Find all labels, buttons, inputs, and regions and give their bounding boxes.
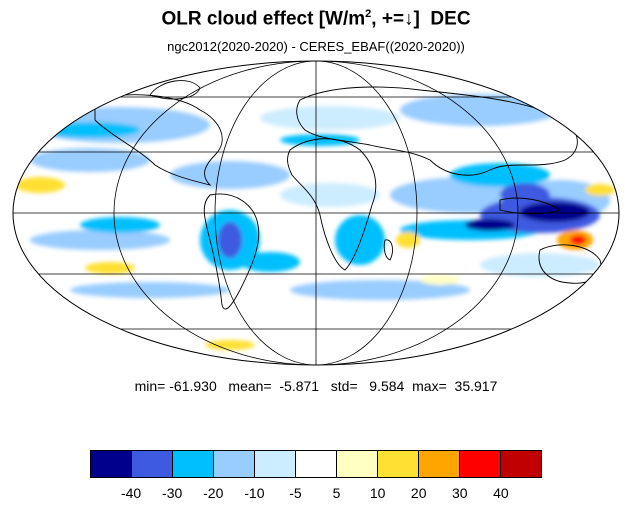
colorbar-box: [255, 451, 296, 477]
plot-title: OLR cloud effect [W/m2, +=↓] DEC: [161, 8, 471, 30]
colorbar-tick-label: 10: [369, 485, 386, 501]
colorbar-box: [214, 451, 255, 477]
colorbar: [90, 450, 542, 478]
colorbar-tick-label: 30: [452, 485, 468, 501]
colorbar-box: [132, 451, 173, 477]
colorbar-tick-label: 5: [332, 485, 341, 501]
colorbar-tick-label: 20: [410, 485, 427, 501]
colorbar-box: [501, 451, 541, 477]
colorbar-box: [337, 451, 378, 477]
colorbar-tick-label: -10: [244, 485, 265, 501]
colorbar-box: [419, 451, 460, 477]
colorbar-labels: -40 -30 -20 -10 -5 5 10 20 30 40: [0, 485, 632, 503]
colorbar-tick-label: -20: [203, 485, 224, 501]
colorbar-box: [460, 451, 501, 477]
colorbar-tick-label: -5: [289, 485, 302, 501]
statistics-line: min= -61.930 mean= -5.871 std= 9.584 max…: [134, 378, 498, 394]
plot-subtitle: ngc2012(2020-2020) - CERES_EBAF((2020-20…: [167, 39, 465, 54]
colorbar-box: [378, 451, 419, 477]
cloud-effect-field: [15, 94, 615, 350]
colorbar-box: [296, 451, 337, 477]
colorbar-tick-label: -40: [120, 485, 142, 501]
colorbar-box: [173, 451, 214, 477]
coastlines: [94, 80, 602, 310]
colorbar-tick-label: 40: [493, 485, 509, 501]
world-map: [12, 60, 620, 366]
map-border: [12, 60, 620, 366]
colorbar-box: [91, 451, 132, 477]
colorbar-tick-label: -30: [162, 485, 183, 501]
